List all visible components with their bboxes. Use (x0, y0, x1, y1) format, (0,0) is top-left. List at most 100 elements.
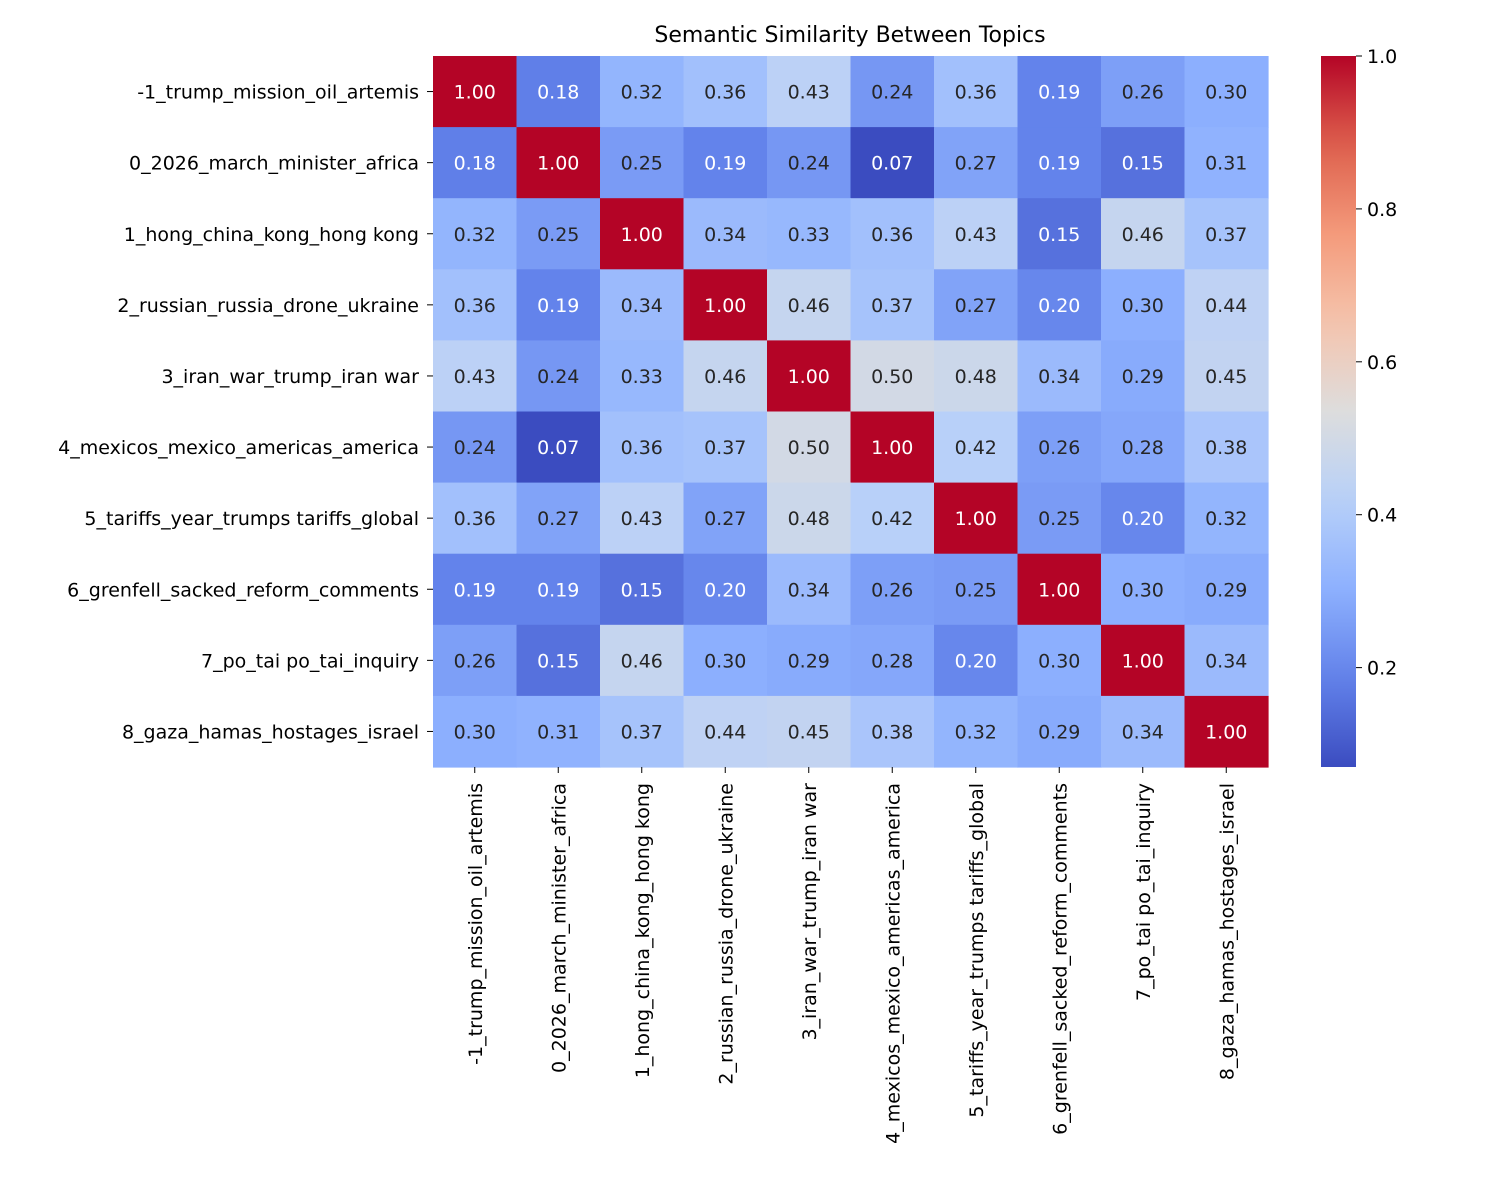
heatmap-cell (1101, 482, 1186, 555)
heatmap-cell (600, 56, 685, 128)
cell-value-label: 0.18 (537, 82, 579, 104)
heatmap-cell (767, 695, 852, 768)
heatmap-cell (1184, 56, 1269, 128)
cell-value-label: 0.19 (537, 295, 579, 317)
cell-value-label: 0.27 (704, 508, 746, 530)
heatmap-cell (516, 56, 601, 128)
x-tick-label: 8_gaza_hamas_hostages_israel (1216, 783, 1238, 1080)
heatmap-cell (683, 482, 768, 555)
cell-value-label: 0.25 (621, 153, 663, 175)
heatmap-cell (1184, 198, 1269, 270)
heatmap-cell (934, 482, 1019, 555)
cell-value-label: 0.46 (621, 650, 663, 672)
heatmap-cell (850, 340, 935, 413)
heatmap-cell (1017, 127, 1102, 199)
heatmap-cell (767, 411, 852, 484)
heatmap-cell (1017, 553, 1102, 626)
cell-value-label: 0.26 (1038, 437, 1080, 459)
heatmap-cell (767, 482, 852, 555)
heatmap-cell (516, 340, 601, 413)
cell-value-label: 1.00 (704, 295, 746, 317)
heatmap-cell (767, 56, 852, 128)
heatmap-cell (934, 340, 1019, 413)
y-tick-labels: -1_trump_mission_oil_artemis 0_2026_march… (58, 82, 433, 743)
cell-value-label: 1.00 (1038, 579, 1080, 601)
heatmap-cell (850, 482, 935, 555)
heatmap-cell (1017, 695, 1102, 768)
heatmap-cell (516, 411, 601, 484)
cell-value-label: 0.20 (1122, 508, 1164, 530)
x-tick-label: 7_po_tai po_tai_inquiry (1133, 783, 1155, 1001)
heatmap-cell (433, 624, 518, 697)
heatmap-cell (850, 695, 935, 768)
heatmap-cell (1017, 198, 1102, 270)
heatmap-cell (1101, 553, 1186, 626)
heatmap-cell (683, 553, 768, 626)
x-tick-labels: -1_trump_mission_oil_artemis 0_2026_march… (465, 767, 1238, 1144)
colorbar-tick-label: 0.8 (1367, 199, 1397, 221)
cell-value-label: 0.43 (788, 82, 830, 104)
y-tick-label: 0_2026_march_minister_africa (129, 153, 419, 175)
cell-value-label: 0.18 (454, 153, 496, 175)
heatmap-cell (600, 198, 685, 270)
cell-value-label: 0.15 (1122, 153, 1164, 175)
heatmap-cell (433, 695, 518, 768)
cell-annotations: 1.00 0.18 0.32 0.36 0.43 0.24 0.36 0.19 0.26 0.30… (454, 82, 1248, 744)
cell-value-label: 0.27 (537, 508, 579, 530)
cell-value-label: 0.33 (621, 366, 663, 388)
cell-value-label: 0.32 (454, 224, 496, 246)
heatmap-cell (600, 624, 685, 697)
heatmap-cells (433, 56, 1269, 768)
heatmap-cell (600, 482, 685, 555)
cell-value-label: 0.34 (1122, 721, 1164, 743)
heatmap-cell (1017, 269, 1102, 341)
cell-value-label: 0.30 (454, 721, 496, 743)
x-tick-label: 3_iran_war_trump_iran war (799, 783, 821, 1041)
cell-value-label: 0.36 (454, 295, 496, 317)
cell-value-label: 0.27 (955, 295, 997, 317)
heatmap-cell (600, 553, 685, 626)
cell-value-label: 0.36 (704, 82, 746, 104)
y-tick-label: 1_hong_china_kong_hong kong (124, 224, 419, 246)
cell-value-label: 0.24 (454, 437, 496, 459)
colorbar-tick-label: 1.0 (1367, 46, 1397, 68)
heatmap-cell (683, 695, 768, 768)
heatmap-cell (1017, 56, 1102, 128)
heatmap-cell (683, 56, 768, 128)
cell-value-label: 0.34 (1038, 366, 1080, 388)
cell-value-label: 0.36 (955, 82, 997, 104)
y-tick-label: 3_iran_war_trump_iran war (161, 366, 419, 388)
cell-value-label: 0.15 (621, 579, 663, 601)
heatmap-cell (516, 127, 601, 199)
cell-value-label: 0.37 (704, 437, 746, 459)
cell-value-label: 0.36 (621, 437, 663, 459)
cell-value-label: 0.25 (537, 224, 579, 246)
colorbar: 0.2 0.4 0.6 0.8 1.0 (1321, 46, 1397, 767)
heatmap-cell (433, 127, 518, 199)
cell-value-label: 0.15 (1038, 224, 1080, 246)
cell-value-label: 0.26 (454, 650, 496, 672)
cell-value-label: 0.36 (871, 224, 913, 246)
cell-value-label: 0.30 (704, 650, 746, 672)
heatmap-cell (767, 198, 852, 270)
cell-value-label: 0.36 (454, 508, 496, 530)
cell-value-label: 0.33 (788, 224, 830, 246)
colorbar-tick-label: 0.6 (1367, 352, 1397, 374)
cell-value-label: 0.37 (871, 295, 913, 317)
heatmap-cell (600, 411, 685, 484)
heatmap-cell (516, 624, 601, 697)
heatmap-cell (1184, 340, 1269, 413)
heatmap-cell (934, 553, 1019, 626)
cell-value-label: 0.19 (1038, 153, 1080, 175)
cell-value-label: 0.34 (788, 579, 830, 601)
y-tick-label: -1_trump_mission_oil_artemis (137, 82, 419, 104)
cell-value-label: 0.24 (788, 153, 830, 175)
cell-value-label: 0.32 (955, 721, 997, 743)
cell-value-label: 0.43 (621, 508, 663, 530)
heatmap-cell (433, 482, 518, 555)
cell-value-label: 0.20 (955, 650, 997, 672)
cell-value-label: 0.20 (704, 579, 746, 601)
y-tick-label: 4_mexicos_mexico_americas_america (58, 437, 419, 459)
heatmap-cell (934, 411, 1019, 484)
heatmap-cell (1101, 269, 1186, 341)
